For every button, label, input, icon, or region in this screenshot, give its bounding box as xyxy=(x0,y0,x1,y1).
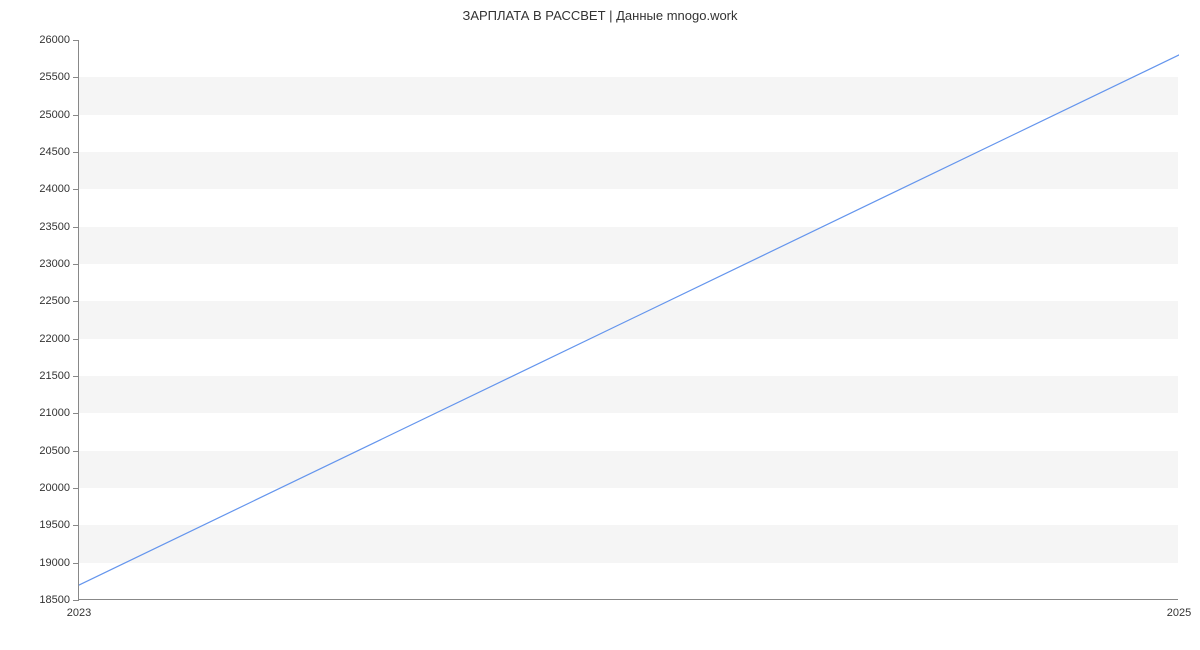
y-tick xyxy=(73,301,79,302)
y-tick xyxy=(73,600,79,601)
grid-band xyxy=(79,227,1178,264)
y-axis-label: 23500 xyxy=(39,221,70,233)
y-axis-label: 25500 xyxy=(39,71,70,83)
y-tick xyxy=(73,264,79,265)
grid-band xyxy=(79,77,1178,114)
y-tick xyxy=(73,189,79,190)
y-axis-label: 24000 xyxy=(39,183,70,195)
y-axis-label: 22500 xyxy=(39,295,70,307)
y-axis-label: 24500 xyxy=(39,146,70,158)
y-tick xyxy=(73,77,79,78)
y-tick xyxy=(73,413,79,414)
y-tick xyxy=(73,339,79,340)
y-tick xyxy=(73,525,79,526)
y-tick xyxy=(73,227,79,228)
chart-title: ЗАРПЛАТА В РАССВЕТ | Данные mnogo.work xyxy=(0,0,1200,23)
y-axis-label: 25000 xyxy=(39,109,70,121)
x-axis-label: 2025 xyxy=(1167,607,1191,619)
y-axis-label: 20500 xyxy=(39,445,70,457)
y-tick xyxy=(73,115,79,116)
grid-band xyxy=(79,525,1178,562)
y-axis-label: 19500 xyxy=(39,519,70,531)
y-axis-label: 26000 xyxy=(39,34,70,46)
y-axis-label: 18500 xyxy=(39,594,70,606)
x-axis-label: 2023 xyxy=(67,607,91,619)
grid-band xyxy=(79,301,1178,338)
grid-band xyxy=(79,376,1178,413)
y-tick xyxy=(73,563,79,564)
y-tick xyxy=(73,488,79,489)
y-axis-label: 23000 xyxy=(39,258,70,270)
grid-band xyxy=(79,451,1178,488)
y-tick xyxy=(73,152,79,153)
y-axis-label: 19000 xyxy=(39,557,70,569)
y-axis-label: 21500 xyxy=(39,370,70,382)
y-tick xyxy=(73,376,79,377)
y-axis-label: 20000 xyxy=(39,482,70,494)
plot-area: 20232025 xyxy=(78,40,1178,600)
y-axis-label: 22000 xyxy=(39,333,70,345)
grid-band xyxy=(79,152,1178,189)
chart-container: 20232025 xyxy=(78,40,1178,600)
y-tick xyxy=(73,451,79,452)
y-axis-label: 21000 xyxy=(39,407,70,419)
y-tick xyxy=(73,40,79,41)
